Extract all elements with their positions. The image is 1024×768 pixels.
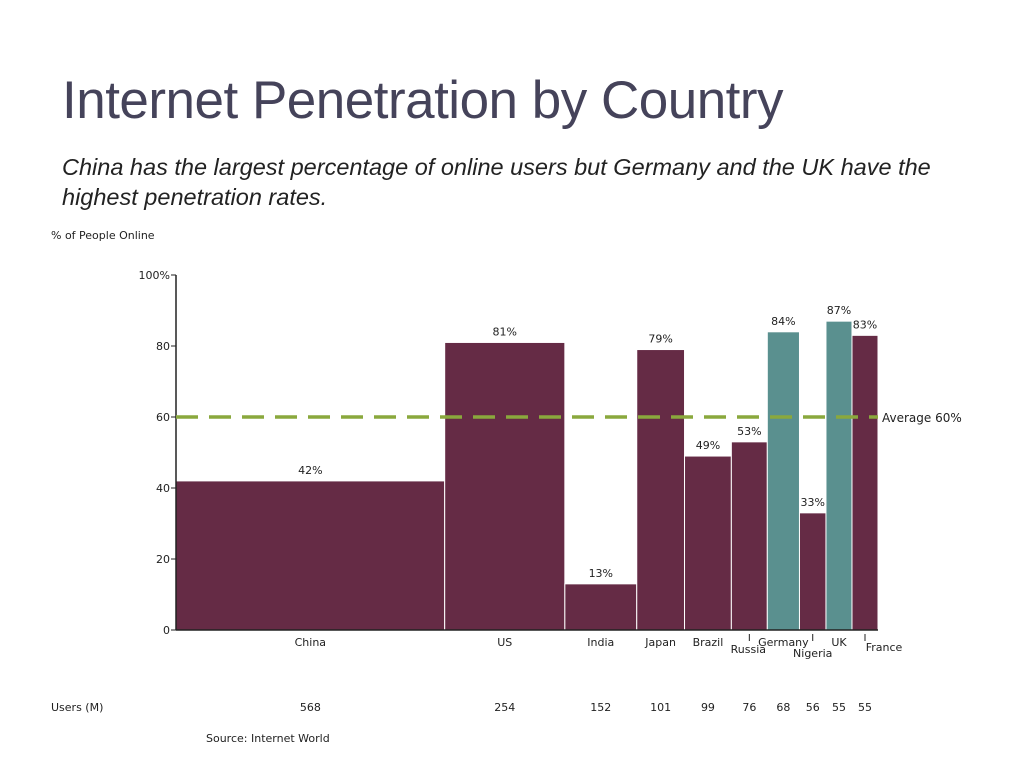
- bar-uk: [825, 320, 853, 631]
- users-value-us: 254: [494, 701, 515, 714]
- bar-france: [851, 334, 879, 631]
- users-value-nigeria: 56: [806, 701, 820, 714]
- value-label-france: 83%: [853, 318, 877, 331]
- users-value-india: 152: [590, 701, 611, 714]
- category-label-nigeria: Nigeria: [793, 647, 832, 660]
- category-label-russia: Russia: [731, 643, 766, 656]
- bar-india: [564, 583, 638, 631]
- bar-nigeria: [798, 512, 827, 631]
- users-row: 568 254 152 101 99 76 68 56 55 55: [300, 701, 872, 714]
- value-label-japan: 79%: [648, 333, 672, 346]
- category-label-china: China: [295, 636, 326, 649]
- bar-brazil: [684, 455, 732, 631]
- users-value-uk: 55: [832, 701, 846, 714]
- users-value-germany: 68: [776, 701, 790, 714]
- chart-title: Internet Penetration by Country: [62, 71, 784, 130]
- y-tick-label: 80: [156, 340, 170, 353]
- y-tick-label: 60: [156, 411, 170, 424]
- average-group: Average 60%: [176, 411, 962, 425]
- y-tick-label: 20: [156, 553, 170, 566]
- users-value-brazil: 99: [701, 701, 715, 714]
- category-label-japan: Japan: [644, 636, 676, 649]
- y-tick-label: 40: [156, 482, 170, 495]
- value-label-germany: 84%: [771, 315, 795, 328]
- category-label-india: India: [587, 636, 614, 649]
- value-label-brazil: 49%: [696, 439, 720, 452]
- value-label-china: 42%: [298, 464, 322, 477]
- value-label-india: 13%: [589, 567, 613, 580]
- category-label-uk: UK: [831, 636, 847, 649]
- chart-subtitle: China has the largest percentage of onli…: [62, 154, 931, 210]
- value-label-nigeria: 33%: [800, 496, 824, 509]
- bar-japan: [636, 349, 686, 631]
- y-axis: 0 20 40 60 80 100%: [139, 269, 878, 637]
- y-tick-label: 100%: [139, 269, 170, 282]
- value-label-us: 81%: [493, 325, 517, 338]
- y-axis-label: % of People Online: [51, 229, 155, 242]
- bar-germany: [766, 331, 800, 631]
- y-tick-label: 0: [163, 624, 170, 637]
- users-value-russia: 76: [742, 701, 756, 714]
- category-label-us: US: [497, 636, 512, 649]
- bar-russia: [730, 441, 768, 631]
- category-label-brazil: Brazil: [693, 636, 724, 649]
- bars-group: 42% 81% 13% 79% 49% 53% 84% 33% 87%83%: [175, 304, 879, 631]
- source-note: Source: Internet World: [206, 732, 330, 745]
- average-label: Average 60%: [882, 411, 962, 425]
- bar-china: [175, 480, 446, 631]
- category-label-france: France: [866, 641, 903, 654]
- users-row-label: Users (M): [51, 701, 103, 714]
- users-value-france: 55: [858, 701, 872, 714]
- x-axis-labels: China US India Japan Brazil RussiaGermanyNige…: [295, 634, 903, 660]
- users-value-china: 568: [300, 701, 321, 714]
- bar-us: [444, 341, 566, 631]
- value-label-russia: 53%: [737, 425, 761, 438]
- category-label-germany: Germany: [758, 636, 809, 649]
- value-label-uk: 87%: [827, 304, 851, 317]
- users-value-japan: 101: [650, 701, 671, 714]
